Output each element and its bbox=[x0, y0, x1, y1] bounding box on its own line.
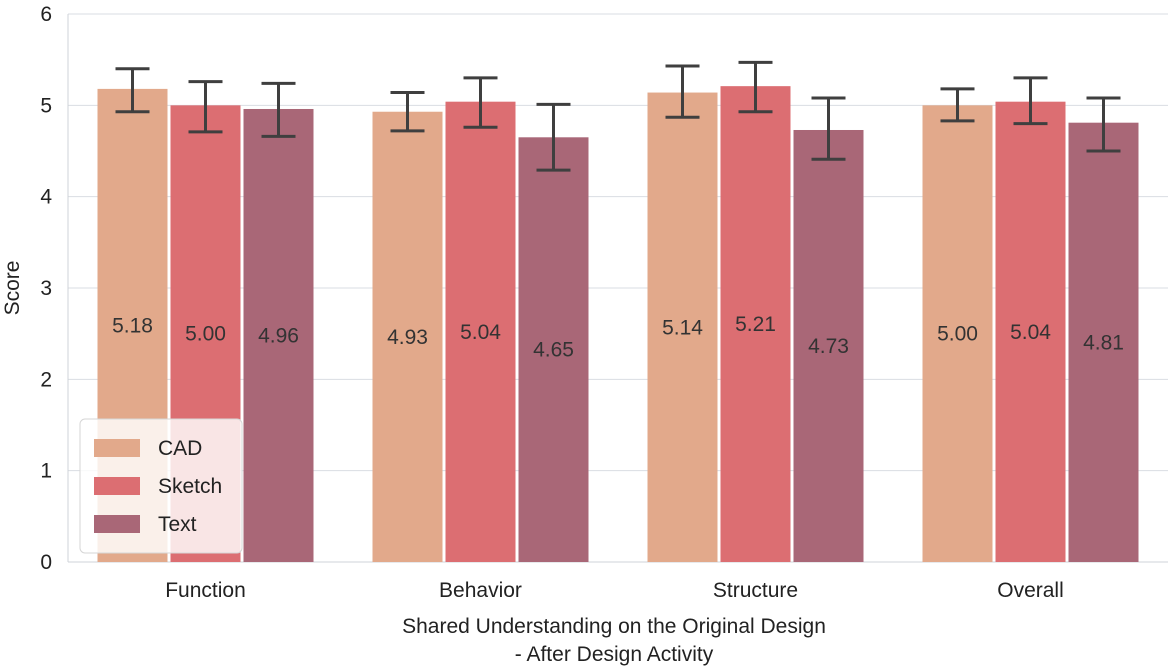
legend-swatch-cad bbox=[94, 439, 140, 457]
x-tick-label: Structure bbox=[713, 579, 798, 602]
bar-sketch-overall bbox=[995, 101, 1066, 563]
data-label: 4.81 bbox=[1083, 331, 1124, 354]
bar-cad-structure bbox=[647, 92, 718, 563]
bar-text-structure bbox=[793, 129, 864, 562]
x-tick-label: Overall bbox=[997, 579, 1064, 602]
y-axis-title: Score bbox=[1, 261, 24, 316]
data-label: 5.21 bbox=[735, 313, 776, 336]
data-label: 4.73 bbox=[808, 335, 849, 358]
data-label: 4.65 bbox=[533, 339, 574, 362]
legend-swatch-text bbox=[94, 515, 140, 533]
bar-sketch-structure bbox=[720, 86, 791, 563]
x-axis-title: Shared Understanding on the Original Des… bbox=[402, 615, 826, 638]
data-label: 5.04 bbox=[1010, 321, 1051, 344]
bar-text-function bbox=[243, 108, 314, 562]
y-tick-label: 0 bbox=[40, 551, 52, 574]
legend-label: Sketch bbox=[158, 475, 222, 498]
bar-cad-behavior bbox=[372, 111, 443, 562]
data-label: 5.00 bbox=[185, 323, 226, 346]
data-label: 5.00 bbox=[937, 323, 978, 346]
y-tick-label: 3 bbox=[40, 277, 52, 300]
y-tick-label: 4 bbox=[40, 186, 52, 209]
data-label: 5.14 bbox=[662, 316, 703, 339]
legend-label: CAD bbox=[158, 437, 202, 460]
bar-sketch-behavior bbox=[445, 101, 516, 563]
data-label: 4.93 bbox=[387, 326, 428, 349]
x-tick-label: Function bbox=[165, 579, 246, 602]
y-tick-label: 1 bbox=[40, 460, 52, 483]
x-axis-title: - After Design Activity bbox=[515, 643, 714, 666]
legend-label: Text bbox=[158, 513, 197, 536]
y-tick-label: 2 bbox=[40, 368, 52, 391]
bar-text-overall bbox=[1068, 122, 1139, 562]
x-tick-label: Behavior bbox=[439, 579, 522, 602]
y-tick-label: 5 bbox=[40, 94, 52, 117]
data-label: 4.96 bbox=[258, 324, 299, 347]
data-label: 5.18 bbox=[112, 314, 153, 337]
legend-swatch-sketch bbox=[94, 477, 140, 495]
bar-text-behavior bbox=[518, 137, 589, 563]
bar-cad-overall bbox=[922, 105, 993, 562]
y-tick-label: 6 bbox=[40, 3, 52, 26]
data-label: 5.04 bbox=[460, 321, 501, 344]
